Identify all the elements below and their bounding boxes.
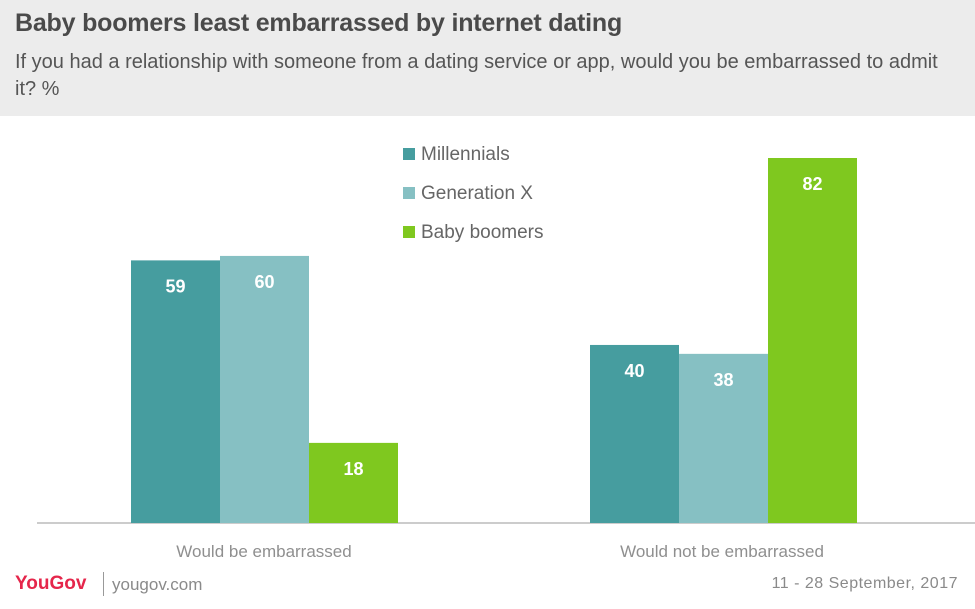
bar-millennials-would-be-embarrassed bbox=[131, 260, 220, 523]
bar-chart: 59 40 60 38 18 82 Would be embarrassed Would no… bbox=[37, 144, 975, 561]
legend-label-generation-x: Generation X bbox=[421, 183, 533, 204]
value-label-generation-x-would-be-embarrassed: 60 bbox=[254, 272, 274, 292]
yougov-logo: YouGov bbox=[15, 573, 87, 594]
footer-divider bbox=[103, 572, 104, 596]
bar-generation-x-would-be-embarrassed bbox=[220, 255, 309, 524]
category-label-would-be-embarrassed: Would be embarrassed bbox=[176, 542, 351, 561]
legend-label-baby-boomers: Baby boomers bbox=[421, 222, 544, 243]
value-label-baby-boomers-would-be-embarrassed: 18 bbox=[343, 459, 363, 479]
bar-baby-boomers-would-be-embarrassed bbox=[309, 442, 398, 523]
value-label-generation-x-would-not-be-embarrassed: 38 bbox=[713, 370, 733, 390]
chart-title: Baby boomers least embarrassed by intern… bbox=[15, 9, 623, 37]
footer-site: yougov.com bbox=[112, 575, 203, 594]
chart-subtitle: If you had a relationship with someone f… bbox=[15, 51, 938, 100]
value-label-millennials-would-not-be-embarrassed: 40 bbox=[624, 361, 644, 381]
bar-millennials-would-not-be-embarrassed bbox=[590, 344, 679, 523]
value-label-millennials-would-be-embarrassed: 59 bbox=[165, 276, 185, 296]
chart-header: Baby boomers least embarrassed by intern… bbox=[0, 0, 975, 116]
footer-date: 11 - 28 September, 2017 bbox=[771, 575, 958, 592]
legend-swatch-millennials bbox=[403, 148, 415, 160]
category-label-would-not-be-embarrassed: Would not be embarrassed bbox=[620, 542, 824, 561]
bar-generation-x-would-not-be-embarrassed bbox=[679, 353, 768, 523]
value-label-baby-boomers-would-not-be-embarrassed: 82 bbox=[802, 174, 822, 194]
legend-label-millennials: Millennials bbox=[421, 144, 510, 165]
legend-swatch-baby-boomers bbox=[403, 226, 415, 238]
legend-swatch-generation-x bbox=[403, 187, 415, 199]
bar-baby-boomers-would-not-be-embarrassed bbox=[768, 158, 857, 523]
